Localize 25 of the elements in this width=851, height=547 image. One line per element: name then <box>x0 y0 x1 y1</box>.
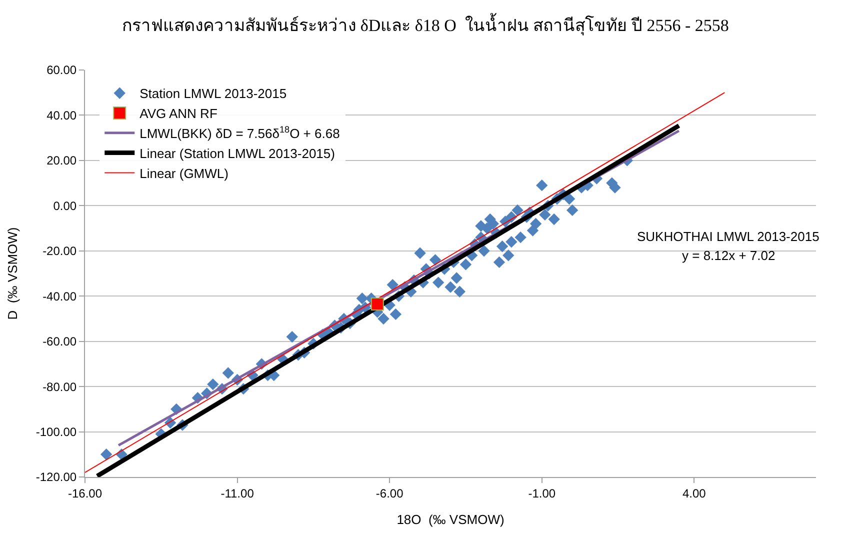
chart-title: กราฟแสดงความสัมพันธ์ระหว่าง δDและ δ18 O ในน้ำฝน สถานีสุโขทัย ปี 2556 - 2558 <box>122 13 729 36</box>
y-tick-label: 60.00 <box>46 63 77 78</box>
y-tick-label: 40.00 <box>46 108 77 122</box>
y-tick-label: -60.00 <box>42 334 77 349</box>
legend-label: Linear (GMWL) <box>140 166 228 181</box>
y-tick-label: -100.00 <box>36 424 77 439</box>
legend-label: LMWL(BKK) δD = 7.56δ$^{18}$O + 6.68 <box>140 124 340 141</box>
annotation: SUKHOTHAI LMWL 2013-2015 <box>637 229 820 244</box>
legend-label: AVG ANN RF <box>140 106 218 122</box>
y-tick-label: -120.00 <box>36 470 77 484</box>
y-tick-label: 0.00 <box>53 198 77 213</box>
y-tick-label: 20.00 <box>46 154 77 168</box>
legend-label: Linear (Station LMWL 2013-2015) <box>140 146 335 161</box>
x-tick-label: -16.00 <box>68 486 102 500</box>
y-tick-label: -80.00 <box>42 380 77 394</box>
x-tick-label: -11.00 <box>220 486 254 500</box>
x-tick-label: 4.00 <box>682 486 706 500</box>
legend-label: Station LMWL 2013-2015 <box>140 86 287 102</box>
x-tick-label: -1.00 <box>528 486 556 500</box>
y-axis-title: D (‰ VSMOW) <box>4 227 20 320</box>
x-axis-title: 18O (‰ VSMOW) <box>396 512 504 527</box>
y-tick-label: -40.00 <box>42 289 77 304</box>
annotation: y = 8.12x + 7.02 <box>682 248 776 263</box>
x-tick-label: -6.00 <box>376 486 404 500</box>
y-tick-label: -20.00 <box>42 244 77 258</box>
